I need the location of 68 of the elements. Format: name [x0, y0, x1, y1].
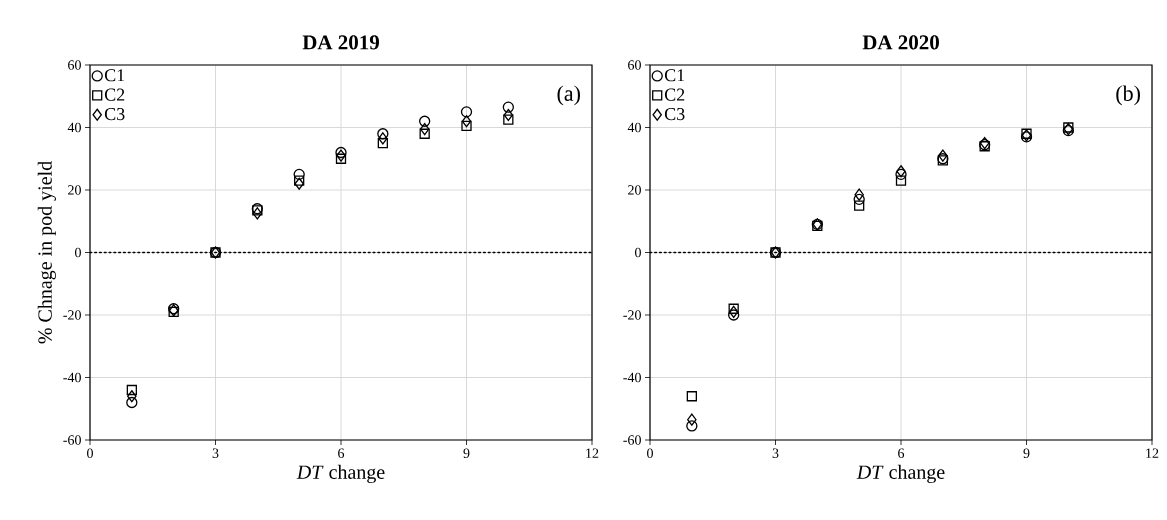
y-tick-label: 40: [627, 122, 641, 133]
legend-label: C3: [104, 108, 125, 121]
point: [686, 420, 698, 432]
point: [377, 128, 389, 140]
legend-label: C1: [664, 69, 685, 82]
y-tick-label: 0: [635, 247, 641, 258]
legend-label: C1: [104, 69, 125, 82]
y-tick-label: -20: [63, 310, 81, 320]
y-tick-label: -40: [623, 372, 641, 383]
x-tick-label: 0: [87, 448, 93, 458]
point: [126, 396, 138, 409]
x-axis-title: DT change: [296, 464, 385, 484]
x-tick-label: 12: [1146, 448, 1159, 458]
point: [127, 390, 137, 403]
y-tick-label: -60: [623, 435, 641, 445]
point: [419, 122, 430, 136]
point: [377, 137, 388, 149]
point: [335, 153, 347, 164]
y-tick-label: 40: [67, 122, 81, 133]
point: [687, 413, 697, 426]
x-tick-label: 6: [338, 448, 345, 458]
legend-label: C2: [664, 88, 685, 101]
point: [503, 108, 514, 122]
y-tick-label: 0: [75, 247, 81, 258]
point: [895, 175, 907, 186]
y-tick-label: -20: [623, 310, 641, 320]
point: [686, 391, 697, 402]
y-tick-label: 60: [628, 60, 641, 70]
y-tick-label: 60: [68, 60, 81, 70]
point: [728, 309, 740, 321]
point: [854, 188, 864, 201]
y-tick-label: 20: [68, 185, 81, 195]
point: [419, 128, 430, 139]
x-tick-label: 3: [772, 448, 779, 458]
point: [728, 303, 739, 314]
point: [853, 193, 865, 206]
point: [728, 305, 739, 319]
annotation: (a): [557, 85, 580, 106]
x-tick-label: 0: [647, 448, 653, 458]
annotation: (b): [1116, 85, 1140, 106]
point: [502, 101, 514, 113]
point: [854, 200, 865, 211]
point: [460, 106, 473, 118]
point: [461, 115, 472, 128]
y-axis-title: % Chnage in pod yield: [37, 161, 56, 344]
point: [126, 384, 137, 396]
legend-label: C2: [104, 88, 125, 101]
x-tick-label: 6: [898, 448, 905, 458]
point: [294, 175, 305, 186]
x-tick-label: 12: [586, 448, 599, 458]
y-tick-label: 20: [628, 185, 641, 195]
point: [252, 207, 263, 220]
point: [294, 177, 304, 190]
point: [503, 114, 514, 125]
legend-label: C3: [664, 108, 685, 121]
point: [938, 149, 948, 162]
chart-title: DA 2020: [862, 35, 939, 50]
point: [419, 115, 431, 127]
point: [461, 120, 472, 132]
y-tick-label: -60: [63, 435, 81, 445]
x-tick-label: 9: [1023, 448, 1030, 458]
x-axis-title: DT change: [856, 464, 945, 484]
point: [293, 168, 305, 181]
x-tick-label: 9: [463, 448, 470, 458]
point: [378, 132, 388, 145]
y-tick-label: -40: [63, 372, 81, 383]
x-tick-label: 3: [212, 448, 219, 458]
chart-title: DA 2019: [302, 35, 380, 50]
